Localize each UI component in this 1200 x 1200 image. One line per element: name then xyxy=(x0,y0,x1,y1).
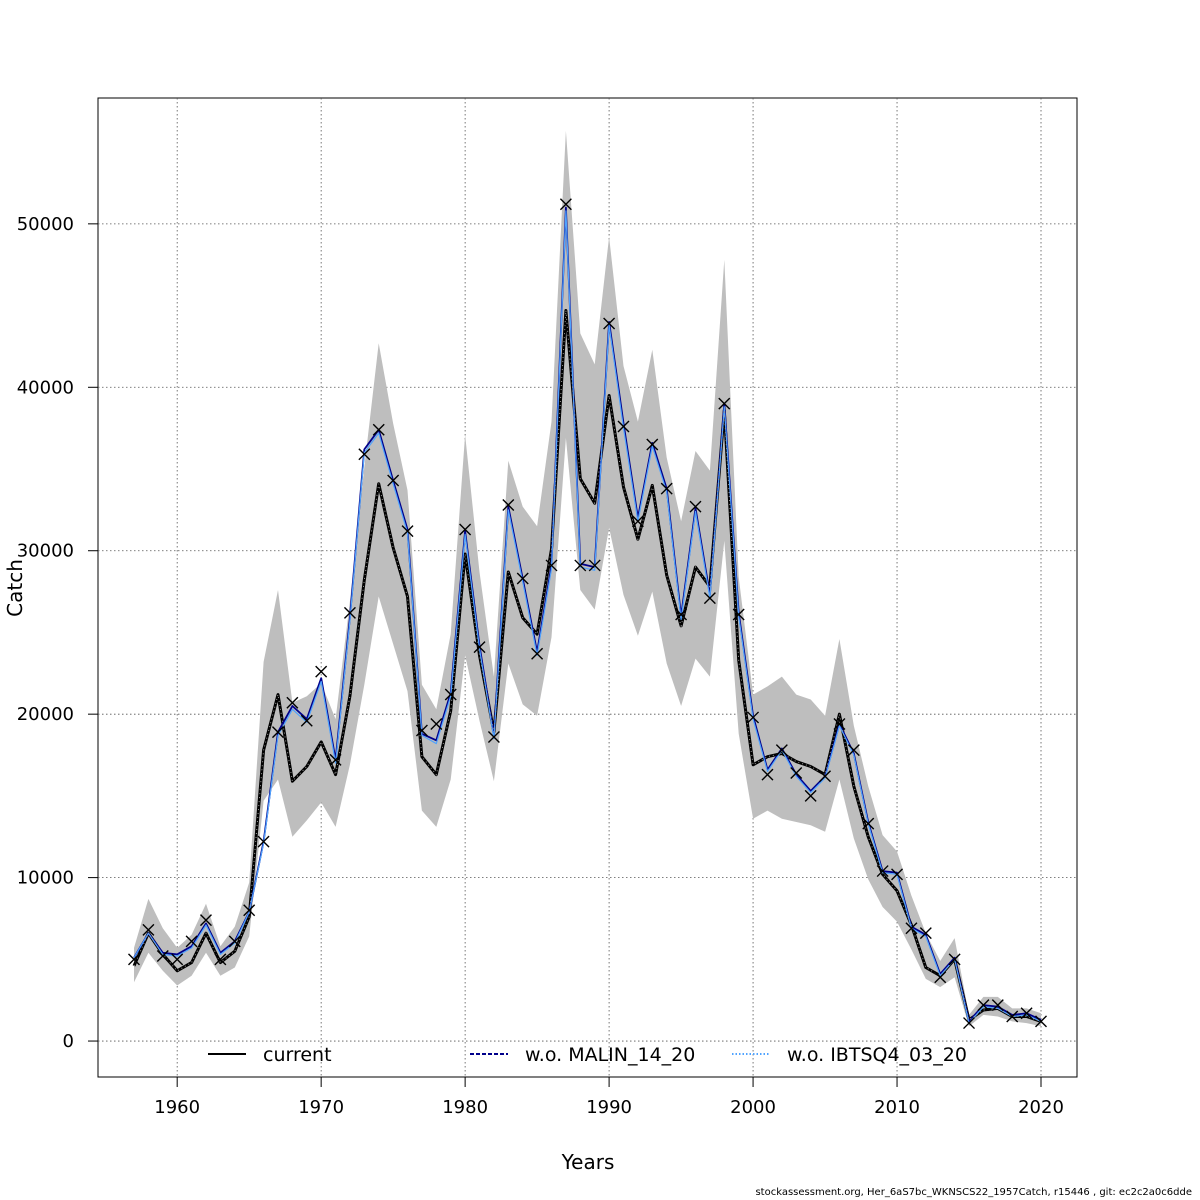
observation-point xyxy=(185,935,198,948)
series-line-1 xyxy=(133,206,1042,1023)
observation-point xyxy=(819,770,832,783)
observation-point xyxy=(243,904,256,917)
observation-point xyxy=(919,927,932,940)
observation-point xyxy=(171,953,184,966)
observation-point xyxy=(459,523,472,536)
observation-point xyxy=(617,420,630,433)
y-tick-label: 20000 xyxy=(17,704,74,725)
observation-point xyxy=(300,714,313,727)
x-tick-label: 1990 xyxy=(586,1097,632,1118)
x-tick-label: 1960 xyxy=(154,1097,200,1118)
observation-point xyxy=(358,448,371,461)
observation-point xyxy=(847,744,860,757)
observation-point xyxy=(156,950,169,963)
observation-point xyxy=(430,717,443,730)
x-tick-label: 1970 xyxy=(298,1097,344,1118)
observation-point xyxy=(703,592,716,605)
footer-note: stockassessment.org, Her_6aS7bc_WKNSCS22… xyxy=(755,1187,1192,1198)
observation-point xyxy=(487,731,500,744)
observation-point xyxy=(747,711,760,724)
y-tick-label: 0 xyxy=(63,1031,74,1052)
observation-point xyxy=(660,482,673,495)
observation-point xyxy=(257,835,270,848)
observation-point xyxy=(775,744,788,757)
observation-point xyxy=(372,423,385,436)
legend: current w.o. MALIN_14_20 w.o. IBTSQ4_03_20 xyxy=(208,1044,967,1066)
observation-point xyxy=(286,696,299,709)
observation-point xyxy=(516,572,529,585)
observation-point xyxy=(603,317,616,330)
observation-point xyxy=(142,923,155,936)
y-tick-label: 30000 xyxy=(17,541,74,562)
observation-point xyxy=(1035,1015,1048,1028)
observation-point xyxy=(199,914,212,927)
y-axis-label: Catch xyxy=(3,559,27,617)
observation-point xyxy=(963,1017,976,1030)
observation-point xyxy=(343,606,356,619)
x-tick-label: 2020 xyxy=(1018,1097,1064,1118)
observation-point xyxy=(415,724,428,737)
observation-point xyxy=(718,397,731,410)
observation-point xyxy=(732,608,745,621)
observation-point xyxy=(228,935,241,948)
legend-label: w.o. IBTSQ4_03_20 xyxy=(787,1044,967,1066)
observation-point xyxy=(833,717,846,730)
y-tick-label: 40000 xyxy=(17,377,74,398)
observation-point xyxy=(574,559,587,572)
x-axis: 1960 1970 1980 1990 2000 2010 2020 xyxy=(154,1076,1064,1118)
observation-point xyxy=(689,500,702,513)
confidence-band-area xyxy=(134,130,1041,1027)
observation-point xyxy=(545,559,558,572)
observation-point xyxy=(934,971,947,984)
observation-point xyxy=(444,688,457,701)
observation-point xyxy=(588,559,601,572)
confidence-band xyxy=(134,130,1041,1027)
observation-point xyxy=(473,641,486,654)
observation-point xyxy=(790,767,803,779)
observation-point xyxy=(329,753,342,766)
series-line-2 xyxy=(133,210,1042,1024)
observation-point xyxy=(1006,1010,1019,1023)
observation-points xyxy=(127,198,1048,1030)
observation-point xyxy=(905,922,918,935)
observation-point xyxy=(531,647,544,660)
observation-point xyxy=(559,198,572,211)
y-axis: 0 10000 20000 30000 40000 50000 xyxy=(17,214,98,1052)
series-line-current-overlay xyxy=(133,310,1042,1022)
observation-point xyxy=(948,953,961,966)
observation-point xyxy=(214,953,227,966)
x-tick-label: 2000 xyxy=(730,1097,776,1118)
x-tick-label: 1980 xyxy=(442,1097,488,1118)
observation-point xyxy=(1020,1007,1033,1020)
legend-label: w.o. MALIN_14_20 xyxy=(525,1044,695,1066)
observation-point xyxy=(271,726,284,739)
observation-point xyxy=(761,768,774,781)
observation-point xyxy=(977,999,990,1012)
observation-point xyxy=(876,865,889,878)
observation-point xyxy=(862,817,875,830)
observation-point xyxy=(804,789,817,802)
observation-point xyxy=(387,474,400,487)
observation-point xyxy=(675,608,688,621)
observation-point xyxy=(127,953,140,966)
observation-point xyxy=(401,525,414,538)
observation-point xyxy=(891,868,904,881)
observation-point xyxy=(502,498,515,511)
observation-point xyxy=(646,438,659,451)
observation-point xyxy=(315,665,328,678)
x-tick-label: 2010 xyxy=(874,1097,920,1118)
legend-label: current xyxy=(263,1044,332,1066)
series-lines xyxy=(132,206,1042,1024)
y-tick-label: 10000 xyxy=(17,868,74,889)
x-axis-label: Years xyxy=(561,1150,615,1174)
y-tick-label: 50000 xyxy=(17,214,74,235)
observation-point xyxy=(631,515,644,528)
observation-point xyxy=(991,999,1004,1012)
